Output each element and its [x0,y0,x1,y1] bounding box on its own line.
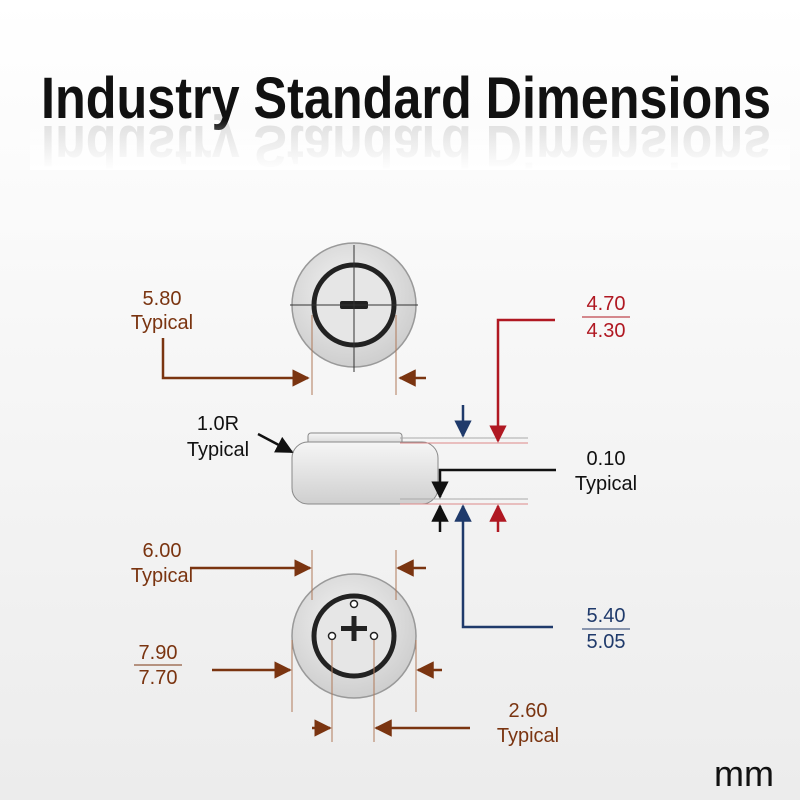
dim-note: Typical [575,473,637,495]
dim-value: 5.80 [143,288,182,310]
dim-max: 4.70 [587,293,626,315]
dim-value: 6.00 [143,540,182,562]
dim-value: 1.0R [197,413,239,435]
arrow [257,432,294,454]
leader [161,338,310,387]
top-view [290,242,418,395]
dim-note: Typical [131,312,193,334]
leader [489,318,555,443]
leader [431,468,556,499]
dim-note: Typical [131,565,193,587]
dim-min: 5.05 [587,631,626,653]
dim-note: Typical [187,439,249,461]
dim-value: 0.10 [587,448,626,470]
dim-min: 4.30 [587,320,626,342]
side-view [291,432,528,505]
reflection-fade [30,120,790,170]
bottom-view [291,550,417,742]
dim-note: Typical [497,725,559,747]
dim-max: 7.90 [139,642,178,664]
leader [454,504,553,629]
dim-max: 5.40 [587,605,626,627]
dim-min: 7.70 [139,667,178,689]
dim-value: 2.60 [509,700,548,722]
unit: mm [714,753,774,794]
